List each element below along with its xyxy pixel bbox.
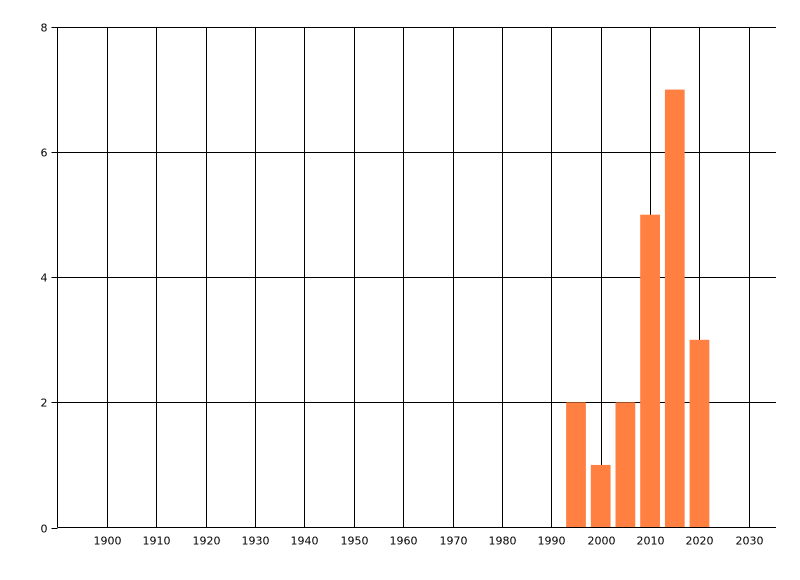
y-tick-label: 8: [41, 22, 48, 35]
x-tick-label: 2010: [637, 535, 665, 548]
axes: [51, 27, 776, 529]
x-tick-label: 1940: [291, 535, 319, 548]
y-tick-label: 6: [41, 147, 48, 160]
x-tick-label: 1950: [341, 535, 369, 548]
y-tick-label: 2: [41, 397, 48, 410]
bar: [664, 89, 685, 528]
x-tick-label: 1990: [538, 535, 566, 548]
bar: [689, 339, 710, 528]
bar: [590, 464, 611, 528]
tick-labels: 1900 1910 1920 1930 1940 1950 1960 1970 1980 1990…: [41, 22, 764, 548]
x-tick-label: 1980: [489, 535, 517, 548]
bar: [615, 402, 636, 528]
bar: [566, 402, 586, 528]
x-tick-label: 2000: [588, 535, 616, 548]
x-tick-label: 1970: [440, 535, 468, 548]
y-tick-label: 4: [41, 272, 48, 285]
x-tick-label: 2030: [736, 535, 764, 548]
bar: [640, 214, 660, 528]
x-tick-label: 1920: [193, 535, 221, 548]
y-tick-label: 0: [41, 523, 48, 536]
bars: [566, 89, 710, 528]
x-tick-label: 2020: [686, 535, 714, 548]
x-tick-label: 1930: [242, 535, 270, 548]
x-tick-label: 1910: [143, 535, 171, 548]
x-tick-label: 1960: [390, 535, 418, 548]
x-tick-label: 1900: [94, 535, 122, 548]
